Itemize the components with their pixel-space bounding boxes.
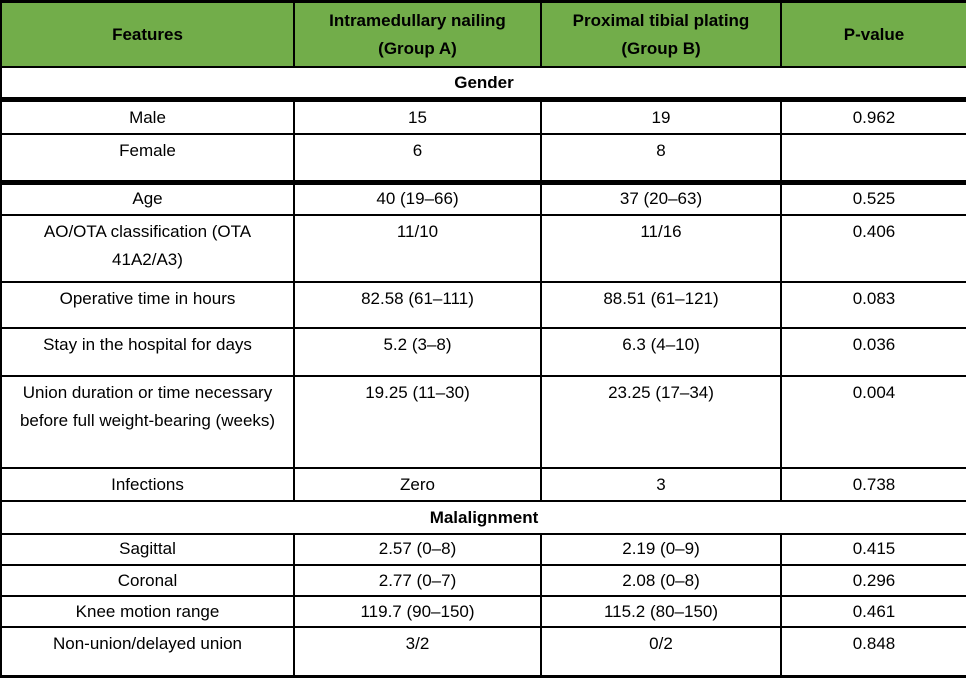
- table-row: Non-union/delayed union 3/2 0/2 0.848: [0, 626, 966, 678]
- p-value-cell: 0.962: [780, 98, 966, 136]
- group-b-cell: 23.25 (17–34): [540, 375, 782, 470]
- feature-cell: Union duration or time necessary before …: [0, 375, 295, 470]
- p-value-cell: 0.461: [780, 595, 966, 629]
- group-a-cell: 6: [293, 133, 542, 185]
- group-b-cell: 6.3 (4–10): [540, 327, 782, 378]
- group-b-cell: 2.08 (0–8): [540, 563, 782, 598]
- group-b-cell: 88.51 (61–121): [540, 280, 782, 330]
- p-value-cell: [780, 133, 966, 185]
- col-header-group-b: Proximal tibial plating (Group B): [540, 0, 782, 68]
- group-a-cell: 3/2: [293, 626, 542, 678]
- group-a-cell: 40 (19–66): [293, 181, 542, 216]
- group-a-cell: 5.2 (3–8): [293, 327, 542, 378]
- col-header-group-a: Intramedullary nailing (Group A): [293, 0, 542, 68]
- table-row: Age 40 (19–66) 37 (20–63) 0.525: [0, 181, 966, 216]
- feature-cell: Infections: [0, 467, 295, 503]
- table-body: Gender Male 15 19 0.962 Female 6 8 Age 40 (19–66)…: [0, 66, 966, 678]
- group-b-cell: 2.19 (0–9): [540, 532, 782, 566]
- feature-cell: Sagittal: [0, 532, 295, 566]
- feature-cell: AO/OTA classification (OTA 41A2/A3): [0, 213, 295, 283]
- feature-cell: Operative time in hours: [0, 280, 295, 330]
- feature-cell: Stay in the hospital for days: [0, 327, 295, 378]
- group-b-cell: 37 (20–63): [540, 181, 782, 216]
- header-row: Features Intramedullary nailing (Group A…: [0, 0, 966, 68]
- table-row: Operative time in hours 82.58 (61–111) 88.…: [0, 280, 966, 330]
- feature-cell: Coronal: [0, 563, 295, 598]
- group-a-cell: 82.58 (61–111): [293, 280, 542, 330]
- group-b-cell: 8: [540, 133, 782, 185]
- group-a-cell: 2.57 (0–8): [293, 532, 542, 566]
- feature-cell: Age: [0, 181, 295, 216]
- table-row: Male 15 19 0.962: [0, 98, 966, 136]
- group-a-cell: 2.77 (0–7): [293, 563, 542, 598]
- group-a-cell: 15: [293, 98, 542, 136]
- p-value-cell: 0.296: [780, 563, 966, 598]
- table-row: Female 6 8: [0, 133, 966, 185]
- table-row: Infections Zero 3 0.738: [0, 467, 966, 503]
- feature-cell: Female: [0, 133, 295, 185]
- p-value-cell: 0.036: [780, 327, 966, 378]
- p-value-cell: 0.848: [780, 626, 966, 678]
- p-value-cell: 0.738: [780, 467, 966, 503]
- col-header-features: Features: [0, 0, 295, 68]
- section-row: Gender: [0, 66, 966, 103]
- col-header-p-value: P-value: [780, 0, 966, 68]
- feature-cell: Male: [0, 98, 295, 136]
- feature-cell: Knee motion range: [0, 595, 295, 629]
- p-value-cell: 0.406: [780, 213, 966, 283]
- p-value-cell: 0.004: [780, 375, 966, 470]
- section-row: Malalignment: [0, 500, 966, 535]
- table-row: Sagittal 2.57 (0–8) 2.19 (0–9) 0.415: [0, 532, 966, 566]
- group-b-cell: 0/2: [540, 626, 782, 678]
- p-value-cell: 0.415: [780, 532, 966, 566]
- group-b-cell: 19: [540, 98, 782, 136]
- table-row: AO/OTA classification (OTA 41A2/A3) 11/10…: [0, 213, 966, 283]
- group-b-cell: 3: [540, 467, 782, 503]
- table-row: Knee motion range 119.7 (90–150) 115.2 (80…: [0, 595, 966, 629]
- feature-cell: Non-union/delayed union: [0, 626, 295, 678]
- p-value-cell: 0.525: [780, 181, 966, 216]
- p-value-cell: 0.083: [780, 280, 966, 330]
- section-label: Malalignment: [0, 500, 966, 535]
- group-b-cell: 115.2 (80–150): [540, 595, 782, 629]
- section-label: Gender: [0, 66, 966, 103]
- table-row: Union duration or time necessary before …: [0, 375, 966, 470]
- group-a-cell: 19.25 (11–30): [293, 375, 542, 470]
- group-a-cell: Zero: [293, 467, 542, 503]
- table-row: Coronal 2.77 (0–7) 2.08 (0–8) 0.296: [0, 563, 966, 598]
- table-row: Stay in the hospital for days 5.2 (3–8) 6.…: [0, 327, 966, 378]
- group-a-cell: 11/10: [293, 213, 542, 283]
- group-b-cell: 11/16: [540, 213, 782, 283]
- group-a-cell: 119.7 (90–150): [293, 595, 542, 629]
